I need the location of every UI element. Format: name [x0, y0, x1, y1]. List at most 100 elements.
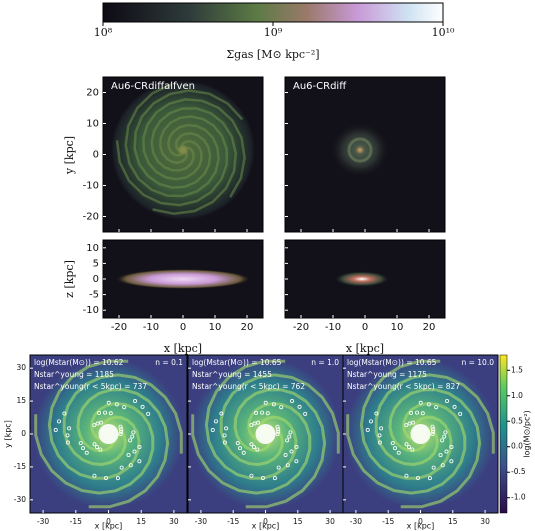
tick-label: -30 — [195, 517, 207, 526]
tick-label: -15 — [382, 517, 394, 526]
young-star — [103, 410, 108, 415]
young-star — [146, 411, 151, 416]
tick-label: 10¹⁰ — [432, 26, 455, 39]
young-star — [431, 429, 436, 434]
tick-label: 0 — [263, 517, 268, 526]
young-star — [404, 473, 409, 478]
tick-label: -5 — [89, 290, 99, 301]
tick-label: 15 — [448, 517, 458, 526]
young-star — [287, 434, 292, 439]
young-star — [222, 440, 227, 445]
young-star — [137, 459, 142, 464]
young-star — [440, 463, 445, 468]
young-star — [263, 400, 268, 405]
young-star — [130, 434, 135, 439]
young-star — [285, 463, 290, 468]
tick-label: 10 — [86, 243, 99, 254]
young-star — [118, 424, 123, 429]
tick-label: 5 — [93, 258, 99, 269]
young-star — [103, 475, 108, 480]
young-star — [272, 476, 277, 481]
young-star — [249, 423, 254, 428]
young-star — [131, 430, 136, 435]
stellar-mass: log(Mstar(M⊙)) = 10.62 — [34, 358, 124, 367]
young-star — [442, 434, 447, 439]
young-star — [303, 411, 308, 416]
gas-disk — [330, 122, 390, 178]
young-star — [122, 405, 127, 410]
young-star — [393, 446, 398, 451]
young-star — [377, 433, 382, 438]
young-count-inner: Nstar^young(r < 5kpc) = 737 — [34, 382, 147, 391]
spiral-arm — [124, 83, 220, 198]
young-star — [377, 440, 382, 445]
x-label: x [kpc] — [252, 522, 280, 531]
young-star — [84, 450, 89, 455]
young-star — [56, 419, 61, 424]
young-star — [67, 426, 72, 431]
tick-label: 0 — [21, 429, 26, 438]
tick-label: 10 — [86, 119, 99, 130]
tick-label: -20 — [83, 212, 99, 223]
tick-label: 15 — [293, 517, 303, 526]
young-star — [95, 421, 100, 426]
tick-label: -30 — [37, 517, 49, 526]
young-star — [410, 447, 415, 452]
tick-label: -20 — [111, 322, 127, 333]
young-star — [431, 427, 436, 432]
tick-label: 0 — [180, 322, 186, 333]
tick-label: 0.5 — [511, 416, 523, 425]
stellar-mass: log(Mstar(M⊙)) = 10.65 — [347, 358, 437, 367]
young-star — [65, 440, 70, 445]
young-star — [409, 410, 414, 415]
spiral-arm — [34, 401, 155, 495]
young-star — [420, 411, 425, 416]
young-star — [252, 421, 257, 426]
young-star — [289, 449, 294, 454]
young-star — [379, 426, 384, 431]
young-star — [92, 473, 97, 478]
spiral-arm — [62, 373, 183, 467]
young-star — [279, 405, 284, 410]
young-star — [390, 441, 395, 446]
young-star — [374, 411, 379, 416]
young-star — [81, 446, 86, 451]
young-star — [255, 447, 260, 452]
tick-label: -30 — [14, 495, 26, 504]
tick-label: -20 — [293, 322, 309, 333]
young-star — [137, 445, 142, 450]
young-star — [115, 476, 120, 481]
young-star — [443, 430, 448, 435]
young-star — [294, 459, 299, 464]
young-star — [426, 402, 431, 407]
young-star — [430, 424, 435, 429]
young-star — [106, 400, 111, 405]
x-label: x [kpc] — [95, 522, 123, 531]
young-star — [256, 420, 261, 425]
tick-label: 30 — [16, 363, 26, 372]
young-star — [210, 428, 215, 433]
tick-label: 30 — [325, 517, 335, 526]
young-star — [119, 427, 124, 432]
young-star — [430, 431, 435, 436]
tick-label: 30 — [169, 517, 179, 526]
spiral-arm — [133, 89, 244, 189]
young-star — [119, 465, 124, 470]
young-star — [434, 405, 439, 410]
young-star — [418, 400, 423, 405]
tick-label: 10 — [209, 322, 222, 333]
young-stars — [255, 424, 276, 444]
young-star — [440, 438, 445, 443]
tick-label: 0 — [93, 150, 99, 161]
young-star — [53, 428, 58, 433]
n-parameter: n = 0.1 — [155, 358, 183, 367]
spiral-arm — [219, 373, 340, 467]
young-star — [411, 420, 416, 425]
young-star — [368, 419, 373, 424]
young-star — [297, 404, 302, 409]
young-stars — [410, 424, 431, 444]
young-star — [427, 476, 432, 481]
tick-label: 0 — [93, 274, 99, 285]
young-star — [365, 428, 370, 433]
